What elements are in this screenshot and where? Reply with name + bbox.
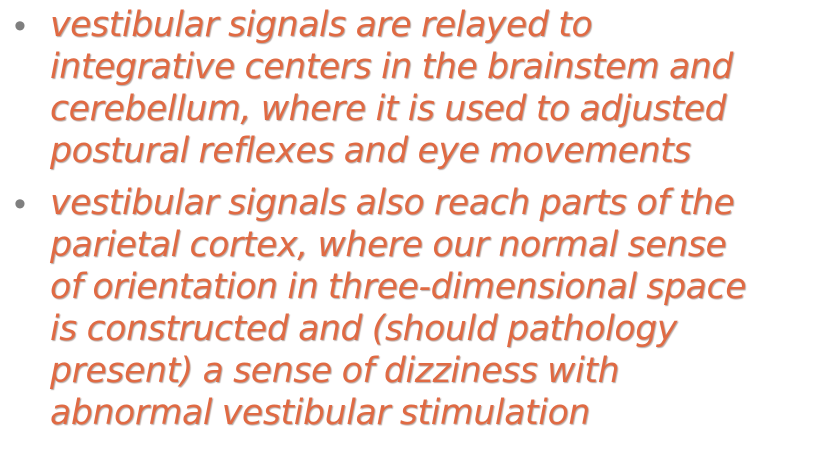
bullet-item-1: • vestibular signals are relayed to inte… <box>14 4 829 172</box>
bullet-2-line-3: of orientation in three-dimensional spac… <box>50 267 747 307</box>
bullet-2-line-2: parietal cortex, where our normal sense <box>50 225 727 265</box>
bullet-1-line-3: cerebellum, where it is used to adjusted <box>50 89 727 129</box>
bullet-marker: • <box>14 185 26 223</box>
bullet-2-line-4: is constructed and (should pathology <box>50 309 677 349</box>
bullet-1-line-1: vestibular signals are relayed to <box>50 5 593 45</box>
bullet-2-line-6: abnormal vestibular stimulation <box>50 393 590 433</box>
bullet-list: • vestibular signals are relayed to inte… <box>14 4 829 434</box>
bullet-1-line-4: postural reflexes and eye movements <box>50 131 691 171</box>
bullet-1-line-2: integrative centers in the brainstem and <box>50 47 733 87</box>
bullet-text-2: vestibular signals also reach parts of t… <box>50 182 829 434</box>
bullet-item-2: • vestibular signals also reach parts of… <box>14 182 829 434</box>
bullet-2-line-5: present) a sense of dizziness with <box>50 351 620 391</box>
bullet-text-1: vestibular signals are relayed to integr… <box>50 4 829 172</box>
bullet-marker: • <box>14 7 26 45</box>
bullet-2-line-1: vestibular signals also reach parts of t… <box>50 183 735 223</box>
